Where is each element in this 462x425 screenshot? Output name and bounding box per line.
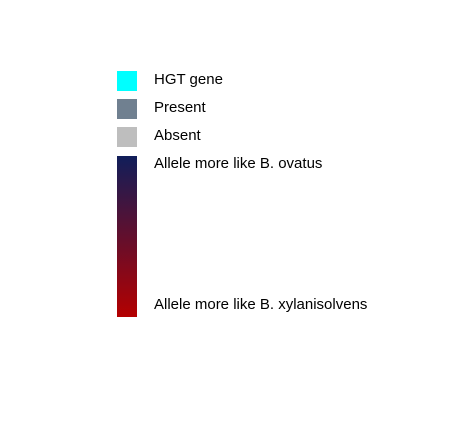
absent-label: Absent [154, 127, 201, 144]
hgt-gene-label: HGT gene [154, 71, 223, 88]
allele-similarity-gradient [117, 156, 137, 317]
gradient-bottom-label: Allele more like B. xylanisolvens [154, 296, 368, 313]
present-swatch [117, 99, 137, 119]
hgt-gene-swatch [117, 71, 137, 91]
present-label: Present [154, 99, 206, 116]
gradient-top-label: Allele more like B. ovatus [154, 155, 323, 172]
absent-swatch [117, 127, 137, 147]
